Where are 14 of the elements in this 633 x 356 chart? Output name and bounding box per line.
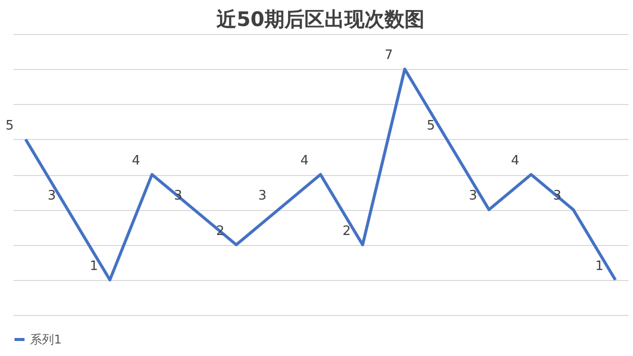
data-label: 4: [132, 154, 140, 168]
data-label: 4: [300, 154, 309, 168]
data-label: 4: [510, 154, 520, 168]
chart-title: 近50期后区出现次数图: [216, 7, 424, 31]
data-label: 5: [426, 118, 436, 134]
data-label: 5: [5, 118, 14, 134]
data-label: 3: [48, 188, 56, 204]
data-label: 3: [258, 188, 267, 204]
data-label: 1: [595, 258, 604, 274]
data-label: 7: [384, 48, 393, 64]
data-label: 3: [468, 188, 478, 204]
data-label: 1: [90, 258, 98, 274]
legend-label: 系列1: [30, 332, 62, 346]
data-label: 2: [342, 224, 351, 239]
